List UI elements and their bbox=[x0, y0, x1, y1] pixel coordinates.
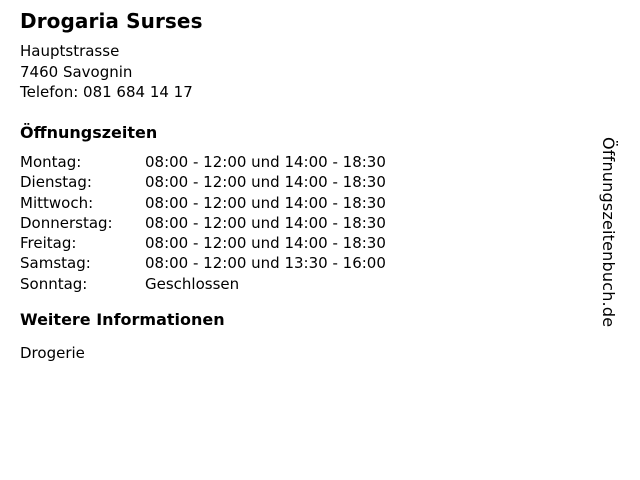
day-label: Donnerstag: bbox=[20, 213, 113, 232]
day-label: Montag: bbox=[20, 153, 82, 171]
address-city: 7460 Savognin bbox=[20, 62, 133, 81]
day-hours: 08:00 - 12:00 und 13:30 - 16:00 bbox=[145, 254, 386, 273]
day-label: Sonntag: bbox=[20, 274, 88, 293]
more-information-heading: Weitere Informationen bbox=[20, 310, 225, 329]
table-row: Sonntag: Geschlossen bbox=[20, 274, 386, 294]
day-hours: Geschlossen bbox=[145, 274, 240, 293]
opening-hours-table: Montag: 08:00 - 12:00 und 14:00 - 18:30 … bbox=[20, 152, 386, 294]
day-hours: 08:00 - 12:00 und 14:00 - 18:30 bbox=[145, 193, 386, 212]
day-label: Samstag: bbox=[20, 254, 91, 273]
more-information-text: Drogerie bbox=[20, 344, 85, 362]
page-title: Drogaria Surses bbox=[20, 9, 203, 33]
day-hours: 08:00 - 12:00 und 14:00 - 18:30 bbox=[145, 173, 386, 192]
table-row: Donnerstag: 08:00 - 12:00 und 14:00 - 18… bbox=[20, 213, 386, 233]
day-hours: 08:00 - 12:00 und 14:00 - 18:30 bbox=[145, 234, 386, 253]
address-block: Hauptstrasse 7460 Savognin Telefon: 081 … bbox=[20, 41, 193, 103]
table-row: Mittwoch: 08:00 - 12:00 und 14:00 - 18:3… bbox=[20, 193, 386, 213]
address-street: Hauptstrasse bbox=[20, 42, 120, 60]
table-row: Freitag: 08:00 - 12:00 und 14:00 - 18:30 bbox=[20, 233, 386, 253]
day-label: Freitag: bbox=[20, 234, 77, 253]
opening-hours-heading: Öffnungszeiten bbox=[20, 123, 158, 142]
table-row: Dienstag: 08:00 - 12:00 und 14:00 - 18:3… bbox=[20, 172, 386, 192]
day-label: Dienstag: bbox=[20, 173, 92, 192]
day-hours: 08:00 - 12:00 und 14:00 - 18:30 bbox=[145, 213, 386, 232]
address-phone: Telefon: 081 684 14 17 bbox=[20, 83, 193, 101]
watermark-label: Öffnungszeitenbuch.de bbox=[599, 137, 618, 328]
day-label: Mittwoch: bbox=[20, 193, 94, 212]
day-hours: 08:00 - 12:00 und 14:00 - 18:30 bbox=[145, 153, 386, 171]
table-row: Montag: 08:00 - 12:00 und 14:00 - 18:30 bbox=[20, 152, 386, 172]
table-row: Samstag: 08:00 - 12:00 und 13:30 - 16:00 bbox=[20, 253, 386, 273]
